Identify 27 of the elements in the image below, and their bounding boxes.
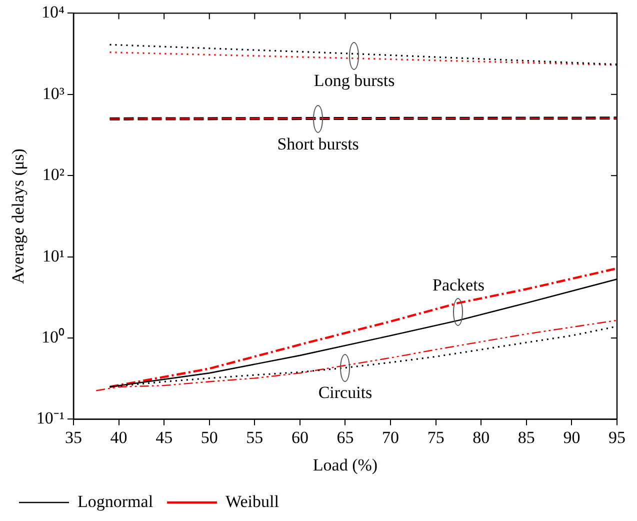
annotation: Packets — [432, 275, 484, 294]
y-tick-label: 10⁰ — [41, 327, 64, 346]
y-tick-label: 10⁴ — [42, 2, 65, 22]
annotation: Long bursts — [314, 71, 395, 90]
x-tick-label: 80 — [472, 428, 490, 447]
legend-label: Weibull — [226, 492, 280, 511]
legend-label: Lognormal — [78, 492, 154, 511]
x-tick-label: 70 — [382, 428, 400, 447]
x-tick-label: 45 — [156, 428, 173, 447]
y-tick-label: 10¹ — [42, 246, 64, 266]
x-tick-label: 95 — [608, 428, 626, 447]
x-tick-label: 35 — [64, 428, 82, 447]
x-tick-label: 40 — [110, 428, 128, 447]
x-tick-label: 75 — [427, 428, 444, 447]
x-tick-label: 85 — [518, 428, 535, 447]
y-tick-label: 10⁻¹ — [36, 408, 64, 428]
annotation: Short bursts — [277, 134, 359, 154]
x-tick-label: 90 — [563, 428, 580, 447]
x-tick-label: 60 — [291, 428, 308, 447]
x-tick-label: 55 — [246, 428, 264, 447]
y-tick-label: 10² — [42, 165, 64, 184]
y-axis-title: Average delays (μs) — [8, 148, 28, 284]
x-tick-label: 65 — [336, 428, 354, 447]
annotation: Circuits — [318, 383, 372, 402]
x-tick-label: 50 — [200, 428, 218, 447]
y-tick-label: 10³ — [42, 84, 64, 103]
x-axis-title: Load (%) — [312, 455, 378, 474]
